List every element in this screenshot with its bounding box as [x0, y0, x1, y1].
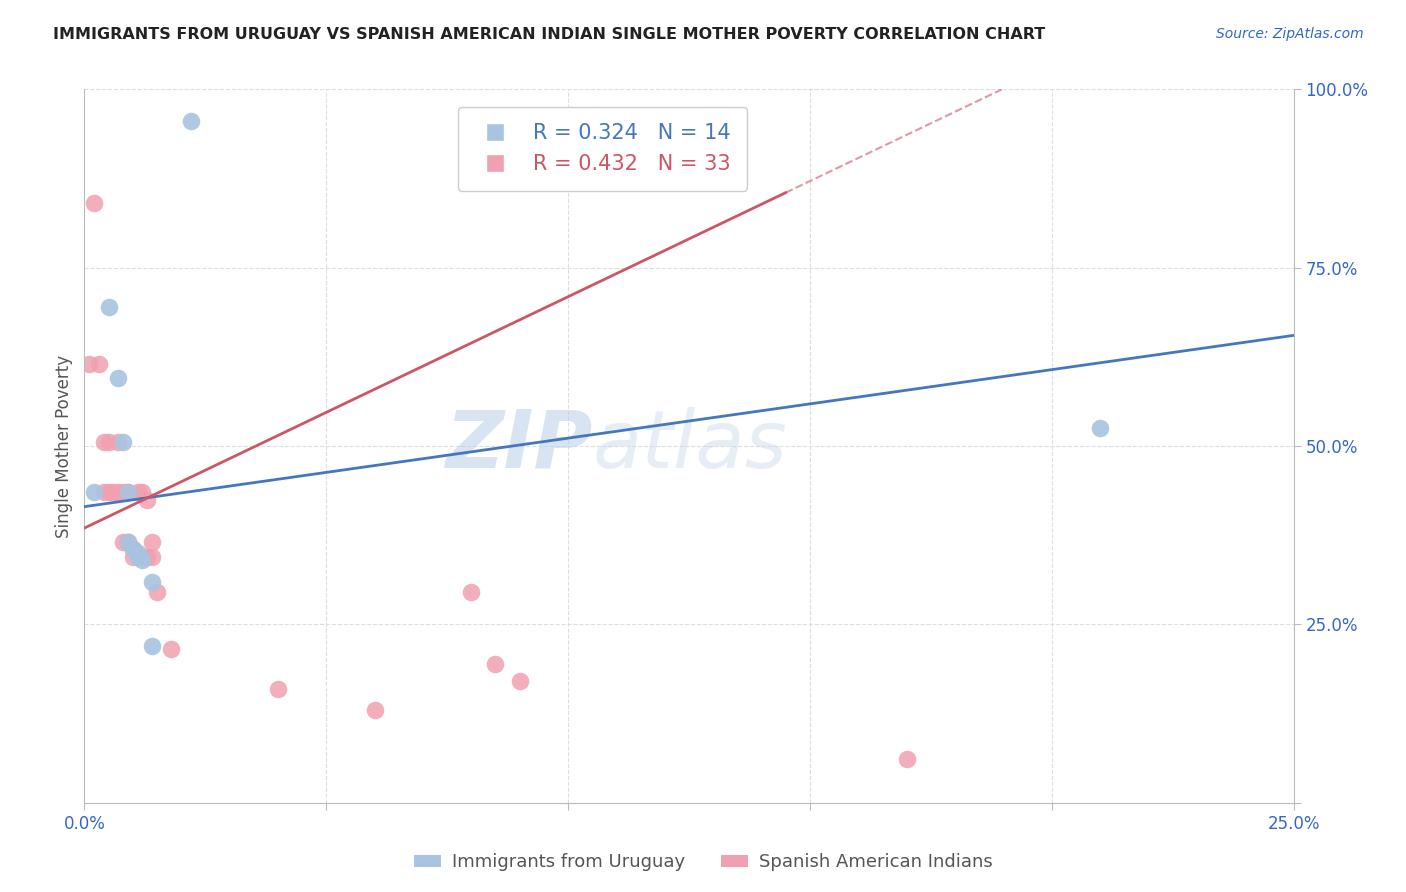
Legend: R = 0.324   N = 14, R = 0.432   N = 33: R = 0.324 N = 14, R = 0.432 N = 33: [457, 107, 747, 191]
Text: atlas: atlas: [592, 407, 787, 485]
Point: [141, 574, 163, 589]
Point: [160, 642, 183, 657]
Point: [136, 492, 159, 507]
Point: [103, 485, 125, 500]
Point: [121, 542, 143, 557]
Point: [267, 681, 290, 696]
Point: [112, 535, 135, 549]
Point: [141, 535, 163, 549]
Point: [131, 553, 153, 567]
Point: [107, 435, 129, 450]
Y-axis label: Single Mother Poverty: Single Mother Poverty: [55, 354, 73, 538]
Point: [87, 357, 110, 371]
Point: [127, 485, 149, 500]
Legend: Immigrants from Uruguay, Spanish American Indians: Immigrants from Uruguay, Spanish America…: [406, 847, 1000, 879]
Point: [131, 485, 153, 500]
Point: [136, 549, 159, 564]
Point: [141, 549, 163, 564]
Point: [117, 535, 139, 549]
Point: [117, 485, 139, 500]
Text: IMMIGRANTS FROM URUGUAY VS SPANISH AMERICAN INDIAN SINGLE MOTHER POVERTY CORRELA: IMMIGRANTS FROM URUGUAY VS SPANISH AMERI…: [53, 27, 1046, 42]
Text: ZIP: ZIP: [444, 407, 592, 485]
Point: [117, 535, 139, 549]
Point: [83, 485, 105, 500]
Point: [121, 542, 143, 557]
Point: [509, 674, 531, 689]
Point: [180, 114, 202, 128]
Point: [127, 546, 149, 560]
Point: [141, 639, 163, 653]
Point: [107, 485, 129, 500]
Point: [77, 357, 100, 371]
Point: [97, 300, 120, 314]
Point: [117, 535, 139, 549]
Point: [97, 485, 120, 500]
Point: [460, 585, 482, 599]
Point: [484, 657, 506, 671]
Point: [121, 549, 143, 564]
Point: [83, 196, 105, 211]
Point: [127, 549, 149, 564]
Text: Source: ZipAtlas.com: Source: ZipAtlas.com: [1216, 27, 1364, 41]
Point: [146, 585, 169, 599]
Point: [127, 549, 149, 564]
Point: [97, 435, 120, 450]
Point: [1088, 421, 1111, 435]
Point: [93, 485, 115, 500]
Point: [363, 703, 385, 717]
Point: [117, 485, 139, 500]
Point: [107, 371, 129, 385]
Point: [131, 549, 153, 564]
Point: [112, 485, 135, 500]
Point: [896, 751, 918, 765]
Point: [112, 435, 135, 450]
Point: [93, 435, 115, 450]
